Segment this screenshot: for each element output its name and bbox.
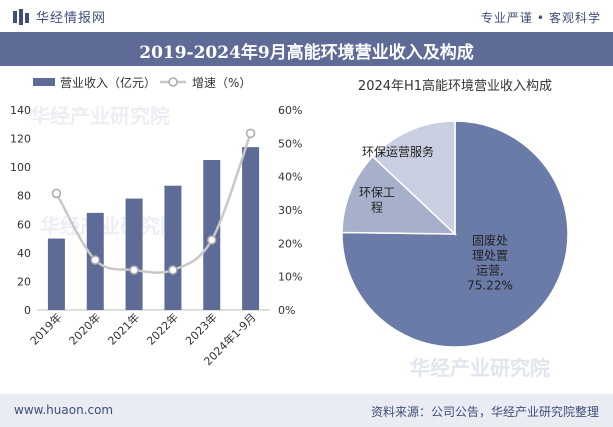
slogan: 专业严谨 • 客观科学 — [481, 9, 601, 26]
page-title: 2019-2024年9月高能环境营业收入及构成 — [139, 43, 474, 63]
bar — [242, 147, 260, 310]
legend-bar-swatch — [33, 78, 55, 86]
legend-line-label: 增速（%） — [192, 76, 251, 90]
y2-tick-label: 60% — [278, 104, 302, 117]
y2-tick-label: 50% — [278, 137, 302, 150]
x-tick-label: 2021年 — [105, 310, 142, 347]
pie-slice — [341, 155, 457, 235]
pie-slice — [341, 120, 569, 348]
footer-site: www.huaon.com — [14, 403, 114, 417]
footer: www.huaon.com 资料来源：公司公告，华经产业研究院整理 — [0, 394, 613, 427]
y-tick-label: 80 — [17, 190, 31, 203]
y2-tick-label: 20% — [278, 237, 302, 250]
pie-slice-label: 运营, — [476, 264, 504, 278]
top-bar: 华经情报网 专业严谨 • 客观科学 — [0, 0, 613, 32]
bar — [47, 238, 65, 310]
y-tick-label: 20 — [17, 275, 31, 288]
x-tick-label: 2023年 — [182, 310, 219, 347]
growth-point — [129, 265, 139, 275]
bar — [203, 160, 221, 310]
y2-tick-label: 10% — [278, 271, 302, 284]
legend-bar-label: 营业收入（亿元） — [60, 75, 156, 90]
growth-point — [51, 188, 62, 199]
growth-line — [55, 132, 252, 274]
pie-slice — [371, 120, 456, 236]
y2-tick-label: 30% — [278, 204, 302, 217]
slogan-dot: • — [536, 11, 545, 25]
y-tick-label: 120 — [10, 133, 31, 146]
pie-slice-label: 固废处 — [472, 233, 508, 248]
pie-slice-label: 75.22% — [467, 279, 513, 293]
chart-area: 0 20 40 60 80 100 120 140 0% 10% 20% 30% 40% 50% 60% 20… — [10, 75, 569, 368]
y-tick-label: 0 — [24, 304, 31, 317]
y-tick-label: 60 — [17, 218, 31, 231]
title-bar: 2019-2024年9月高能环境营业收入及构成 — [0, 32, 613, 66]
y-tick-label: 40 — [17, 247, 31, 260]
growth-point — [168, 265, 178, 275]
y2-tick-label: 0% — [278, 304, 295, 317]
logo-text: 华经情报网 — [36, 11, 107, 26]
bar — [164, 185, 182, 310]
logo-icon — [13, 8, 29, 25]
pie-title: 2024年H1高能环境营业收入构成 — [358, 78, 552, 94]
pie-slice-label: 环保运营服务 — [362, 144, 434, 159]
pie-slice-label: 环保工 — [359, 186, 395, 200]
x-tick-label: 2019年 — [27, 310, 64, 347]
footer-source: 资料来源：公司公告，华经产业研究院整理 — [370, 405, 599, 419]
growth-point — [245, 128, 256, 139]
bar — [125, 198, 143, 310]
x-tick-label: 2020年 — [66, 310, 103, 347]
pie-slice-label: 理处置 — [472, 249, 508, 263]
slogan-left: 专业严谨 — [480, 11, 533, 25]
slogan-right: 客观科学 — [548, 11, 601, 25]
y2-tick-label: 40% — [278, 171, 302, 184]
growth-point — [90, 255, 100, 265]
x-tick-label: 2022年 — [144, 310, 181, 347]
y-tick-label: 140 — [10, 104, 31, 117]
bar-line-chart: 0 20 40 60 80 100 120 140 0% 10% 20% 30% 40% 50% 60% 20… — [10, 75, 302, 368]
legend-line-marker — [168, 77, 178, 87]
y-tick-label: 100 — [10, 161, 31, 174]
pie-slice-label: 程 — [371, 200, 383, 215]
logo: 华经情报网 — [12, 7, 106, 26]
growth-point — [207, 235, 217, 245]
